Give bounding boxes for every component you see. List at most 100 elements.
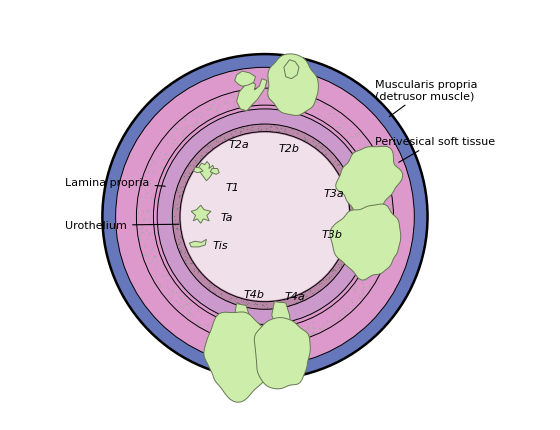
- Point: [222, 106, 231, 113]
- Point: [378, 179, 387, 186]
- Point: [376, 253, 385, 260]
- Point: [340, 121, 349, 128]
- Point: [304, 322, 312, 329]
- Point: [264, 128, 273, 135]
- Point: [305, 98, 314, 105]
- Point: [341, 252, 350, 259]
- Point: [329, 267, 338, 273]
- Point: [175, 192, 184, 199]
- Point: [340, 255, 349, 262]
- Point: [172, 125, 181, 132]
- Point: [385, 201, 394, 208]
- Point: [352, 202, 361, 209]
- Point: [187, 260, 196, 267]
- Point: [146, 250, 155, 257]
- Point: [205, 106, 214, 113]
- Point: [182, 123, 191, 130]
- Point: [325, 111, 334, 117]
- Point: [249, 301, 258, 308]
- Text: Ta: Ta: [220, 212, 232, 222]
- Point: [381, 214, 390, 221]
- Text: Muscularis propria
(detrusor muscle): Muscularis propria (detrusor muscle): [375, 80, 477, 117]
- Point: [217, 291, 226, 298]
- Point: [151, 253, 160, 260]
- Point: [137, 212, 146, 218]
- Circle shape: [137, 89, 394, 345]
- Text: T1: T1: [226, 182, 240, 192]
- Point: [326, 106, 335, 113]
- Polygon shape: [235, 304, 254, 338]
- Point: [174, 245, 183, 252]
- Point: [157, 261, 166, 268]
- Point: [173, 241, 182, 248]
- Point: [244, 299, 253, 306]
- Point: [313, 107, 322, 114]
- Polygon shape: [237, 80, 267, 111]
- Point: [163, 283, 172, 289]
- Point: [348, 224, 357, 231]
- Point: [190, 157, 199, 164]
- Point: [172, 187, 181, 194]
- Text: T2a: T2a: [229, 139, 250, 149]
- Point: [378, 179, 387, 186]
- Point: [180, 124, 189, 131]
- Point: [325, 111, 334, 117]
- Point: [178, 130, 186, 137]
- Point: [346, 126, 355, 133]
- Point: [184, 303, 193, 310]
- Point: [162, 155, 171, 162]
- Point: [385, 221, 394, 228]
- Point: [221, 327, 230, 334]
- Point: [141, 194, 150, 200]
- Point: [333, 161, 342, 168]
- Point: [185, 174, 194, 181]
- Point: [226, 92, 235, 99]
- Point: [204, 143, 213, 150]
- Point: [248, 127, 256, 134]
- Point: [318, 149, 326, 156]
- Point: [157, 164, 166, 171]
- Point: [358, 286, 367, 293]
- Point: [359, 155, 368, 162]
- Point: [358, 289, 367, 295]
- Point: [282, 91, 291, 98]
- Point: [284, 338, 293, 344]
- Point: [167, 287, 176, 294]
- Point: [171, 222, 180, 229]
- Point: [310, 325, 319, 332]
- Point: [197, 114, 206, 121]
- Point: [274, 129, 283, 135]
- Point: [379, 169, 388, 176]
- Point: [180, 170, 189, 177]
- Point: [295, 297, 304, 304]
- Point: [380, 219, 389, 226]
- Point: [375, 247, 384, 254]
- Point: [176, 234, 185, 241]
- Point: [173, 140, 182, 147]
- Point: [382, 190, 391, 197]
- Point: [307, 290, 316, 297]
- Point: [227, 135, 236, 141]
- Point: [353, 217, 362, 224]
- Point: [214, 97, 223, 104]
- Point: [357, 276, 366, 283]
- Point: [228, 329, 237, 335]
- Point: [385, 233, 394, 240]
- Point: [221, 326, 230, 333]
- Point: [135, 218, 144, 225]
- Point: [252, 327, 261, 334]
- Point: [179, 189, 188, 196]
- Point: [186, 310, 195, 317]
- Point: [342, 242, 351, 249]
- Point: [230, 128, 239, 135]
- Point: [384, 233, 393, 240]
- Point: [374, 172, 382, 179]
- Text: Lamina propria: Lamina propria: [65, 178, 165, 188]
- Point: [382, 253, 391, 260]
- Point: [346, 248, 354, 255]
- Point: [168, 292, 177, 299]
- Point: [183, 308, 192, 315]
- Text: Urothelium: Urothelium: [65, 221, 179, 231]
- Point: [270, 300, 279, 307]
- Point: [253, 125, 262, 132]
